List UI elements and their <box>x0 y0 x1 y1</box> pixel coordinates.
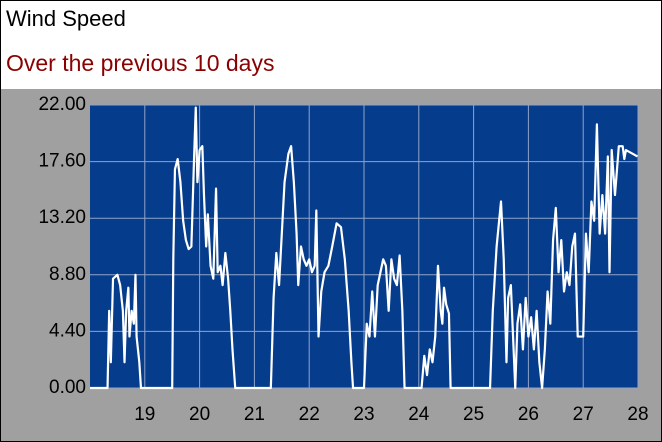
chart-subtitle: Over the previous 10 days <box>6 50 274 76</box>
x-tick-label: 27 <box>573 404 594 425</box>
y-tick-label: 17.60 <box>38 151 86 172</box>
x-tick-label: 19 <box>134 404 155 425</box>
x-tick-label: 24 <box>408 404 430 425</box>
y-tick-label: 0.00 <box>49 377 86 398</box>
x-tick-label: 20 <box>189 404 210 425</box>
x-tick-label: 26 <box>518 404 539 425</box>
x-tick-label: 25 <box>463 404 484 425</box>
y-tick-label: 4.40 <box>49 320 86 341</box>
y-tick-label: 22.00 <box>38 94 86 115</box>
data-line <box>90 106 638 390</box>
x-tick-label: 22 <box>299 404 320 425</box>
chart-title: Wind Speed <box>6 6 126 31</box>
x-tick-label: 21 <box>244 404 265 425</box>
y-tick-label: 8.80 <box>49 264 86 285</box>
y-tick-label: 13.20 <box>38 207 86 228</box>
x-tick-label: 23 <box>353 404 374 425</box>
x-tick-label: 28 <box>627 404 648 425</box>
